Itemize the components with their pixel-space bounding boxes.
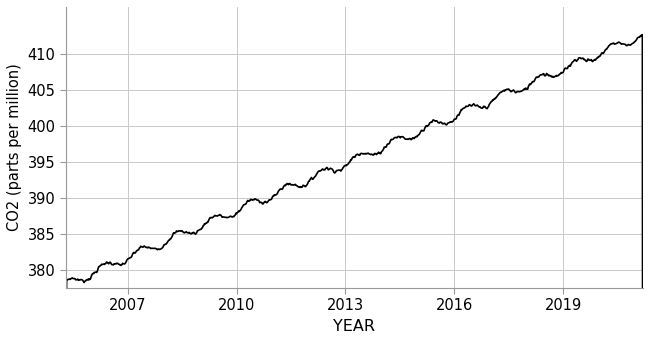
- X-axis label: YEAR: YEAR: [333, 319, 376, 334]
- Y-axis label: CO2 (parts per million): CO2 (parts per million): [7, 64, 22, 232]
